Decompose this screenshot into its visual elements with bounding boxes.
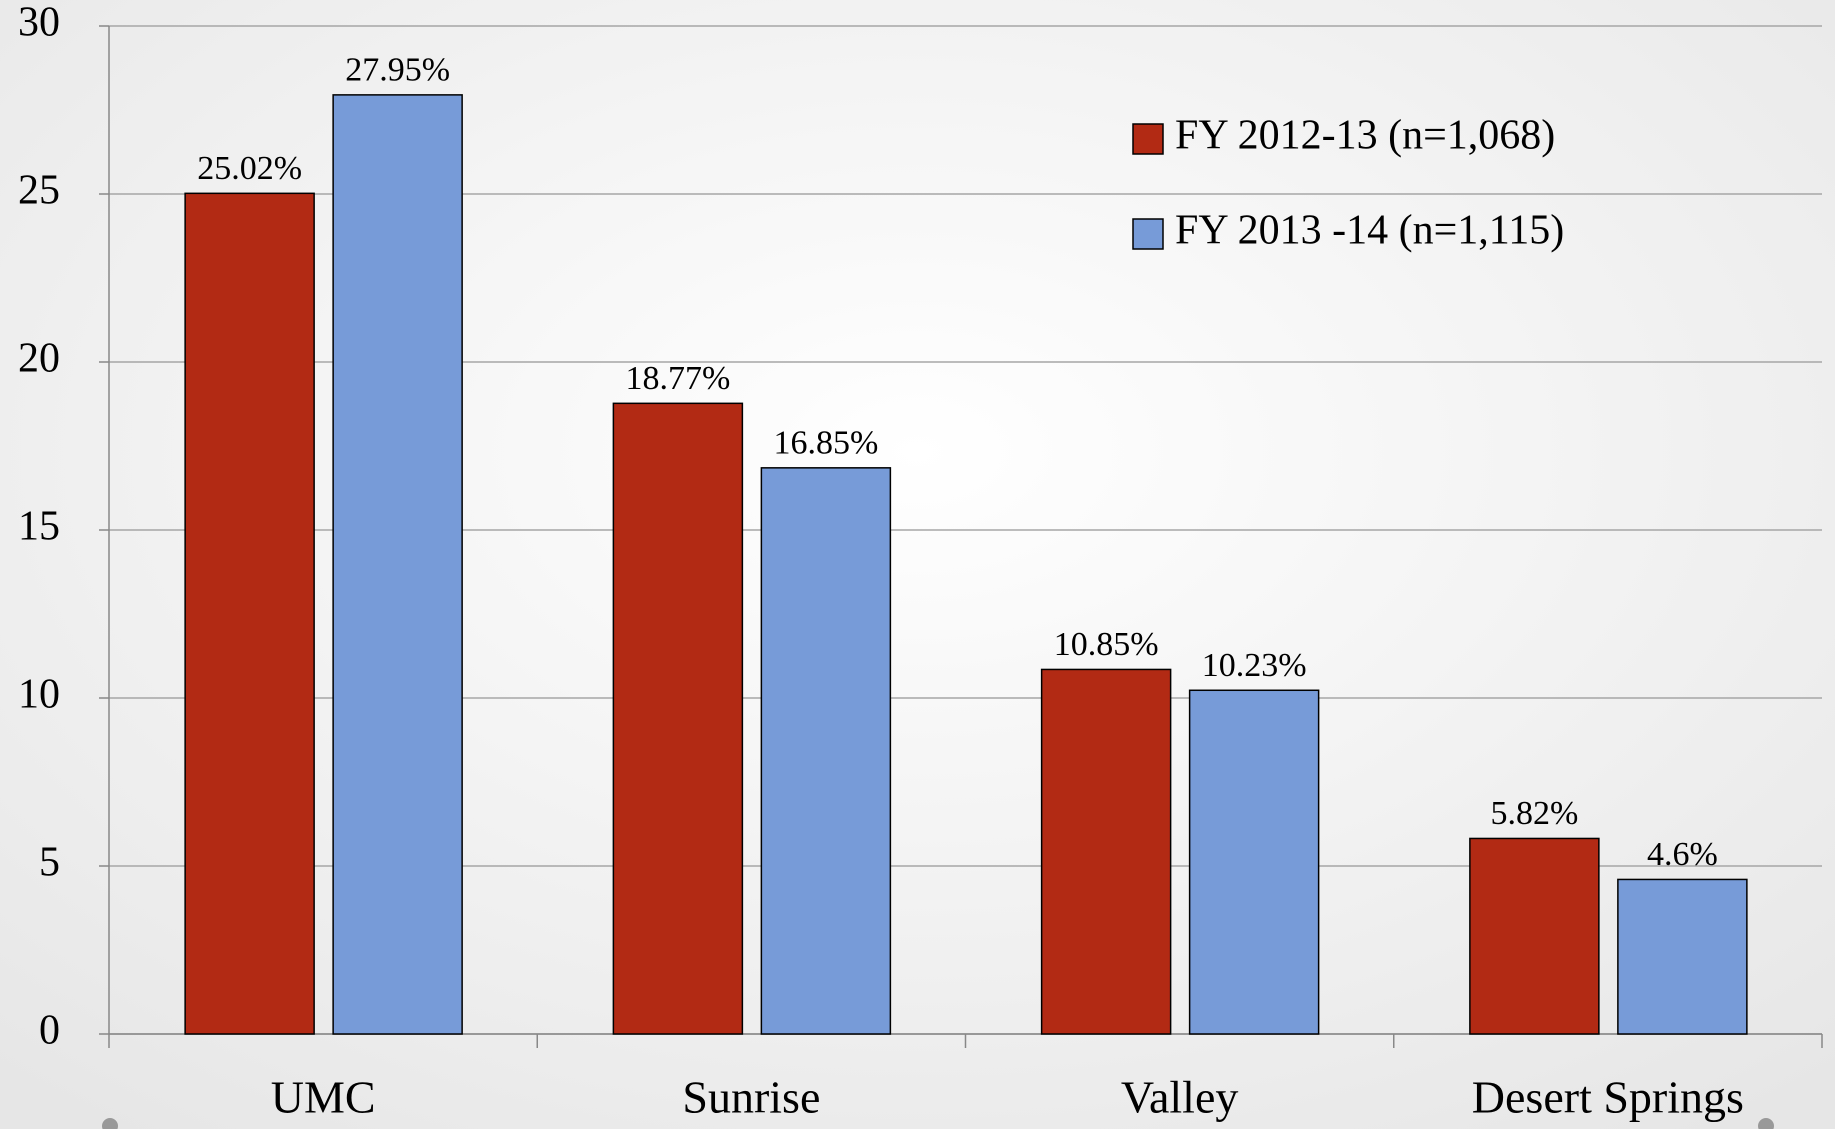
bar	[1188, 689, 1320, 1035]
y-tick-label: 20	[18, 336, 60, 382]
legend-swatch	[1132, 218, 1164, 250]
y-tick-label: 0	[39, 1008, 60, 1054]
bar	[332, 94, 463, 1035]
value-label: 4.6%	[1647, 836, 1718, 873]
y-tick-label: 30	[18, 0, 60, 46]
bar	[612, 402, 744, 1035]
x-tick-label: UMC	[271, 1072, 376, 1123]
value-label: 10.23%	[1202, 647, 1307, 684]
y-tick-label: 25	[18, 168, 60, 214]
bar	[1040, 668, 1172, 1035]
x-tick-label: Desert Springs	[1472, 1072, 1744, 1123]
decor-dot	[102, 1118, 118, 1129]
bar	[1617, 878, 1748, 1035]
value-label: 27.95%	[345, 52, 450, 89]
value-label: 18.77%	[625, 360, 730, 397]
value-label: 16.85%	[773, 425, 878, 462]
legend-swatch	[1132, 123, 1164, 155]
y-tick-label: 10	[18, 672, 60, 718]
plot-area: 0 5 10 15 20 25 30 UMC 25.02% 27.95% Sunrise 18.77%…	[18, 0, 1823, 1123]
x-tick-label: Sunrise	[682, 1072, 820, 1123]
value-label: 25.02%	[197, 150, 302, 187]
legend-label: FY 2013 -14 (n=1,115)	[1175, 208, 1564, 254]
bar	[184, 192, 315, 1035]
value-label: 10.85%	[1054, 626, 1159, 663]
y-tick-label: 5	[39, 840, 60, 886]
legend-label: FY 2012-13 (n=1,068)	[1175, 113, 1555, 159]
x-tick-label: Valley	[1121, 1072, 1239, 1123]
decor-dot	[1758, 1118, 1774, 1129]
y-tick-label: 15	[18, 504, 60, 550]
bar	[1469, 837, 1600, 1035]
value-label: 5.82%	[1490, 795, 1578, 832]
bar	[760, 467, 892, 1035]
